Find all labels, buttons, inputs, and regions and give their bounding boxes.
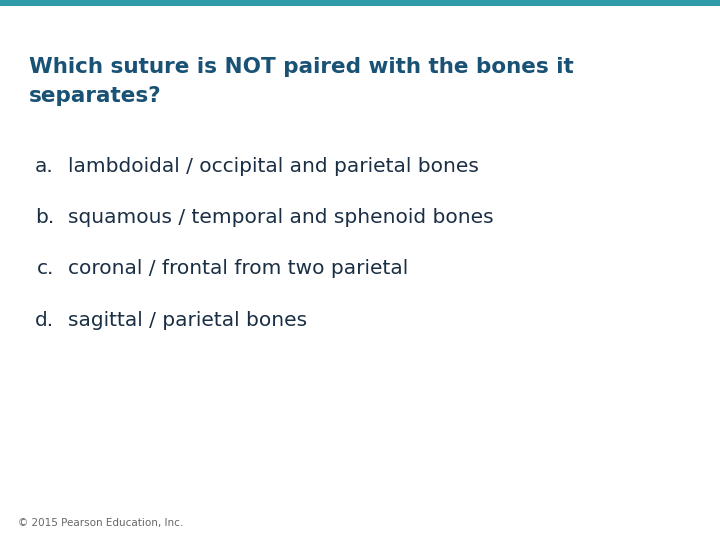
Text: lambdoidal / occipital and parietal bones: lambdoidal / occipital and parietal bone…: [68, 157, 480, 176]
Text: d.: d.: [35, 310, 54, 329]
Text: sagittal / parietal bones: sagittal / parietal bones: [68, 310, 307, 329]
Text: Which suture is NOT paired with the bones it: Which suture is NOT paired with the bone…: [29, 57, 574, 77]
Text: a.: a.: [35, 157, 54, 176]
Text: coronal / frontal from two parietal: coronal / frontal from two parietal: [68, 259, 409, 278]
Text: separates?: separates?: [29, 86, 161, 106]
Text: © 2015 Pearson Education, Inc.: © 2015 Pearson Education, Inc.: [18, 518, 184, 528]
FancyBboxPatch shape: [0, 0, 720, 6]
Text: b.: b.: [35, 208, 54, 227]
Text: c.: c.: [37, 259, 54, 278]
Text: squamous / temporal and sphenoid bones: squamous / temporal and sphenoid bones: [68, 208, 494, 227]
